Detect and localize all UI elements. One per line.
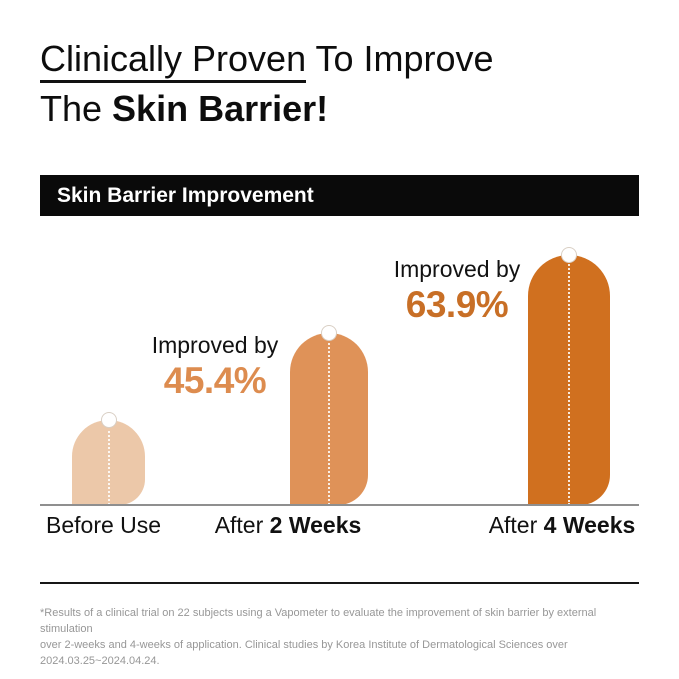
bar-after-4-weeks bbox=[528, 247, 610, 505]
bar-before-use bbox=[72, 412, 145, 505]
bar-center-dotted-line bbox=[107, 426, 110, 505]
footnote-line-2: over 2-weeks and 4-weeks of application.… bbox=[40, 639, 568, 667]
section-banner: Skin Barrier Improvement bbox=[40, 175, 639, 216]
annotation-after-4-weeks: Improved by 63.9% bbox=[390, 256, 524, 325]
footnote: *Results of a clinical trial on 22 subje… bbox=[40, 605, 640, 669]
annotation-label: Improved by bbox=[151, 332, 279, 358]
x-label-text: After bbox=[488, 512, 544, 538]
x-label-after-2-weeks: After 2 Weeks bbox=[188, 512, 388, 539]
banner-label: Skin Barrier Improvement bbox=[57, 184, 314, 207]
bar-after-2-weeks bbox=[290, 325, 368, 505]
annotation-value: 63.9% bbox=[405, 284, 509, 325]
bar-center-dotted-line bbox=[568, 261, 570, 505]
x-label-text-bold: 2 Weeks bbox=[269, 512, 362, 538]
annotation-value: 45.4% bbox=[163, 360, 267, 401]
title-line2-regular: The bbox=[40, 88, 113, 129]
bar-center-dotted-line bbox=[328, 339, 330, 505]
title-line2-bold: Skin Barrier! bbox=[112, 88, 329, 129]
page-title: Clinically Proven To Improve The Skin Ba… bbox=[40, 34, 494, 134]
title-line-1: Clinically Proven To Improve bbox=[40, 34, 494, 84]
footnote-line-1: *Results of a clinical trial on 22 subje… bbox=[40, 607, 597, 635]
title-underlined-text: Clinically Proven bbox=[40, 38, 307, 83]
title-line-2: The Skin Barrier! bbox=[40, 84, 494, 134]
bar-top-marker-icon bbox=[321, 325, 337, 341]
bar-top-marker-icon bbox=[100, 412, 117, 428]
x-axis-line bbox=[40, 504, 639, 506]
annotation-label: Improved by bbox=[393, 256, 521, 282]
x-label-text: After bbox=[214, 512, 270, 538]
annotation-after-2-weeks: Improved by 45.4% bbox=[148, 332, 282, 401]
x-label-text: Before Use bbox=[46, 512, 162, 538]
footer-divider bbox=[40, 582, 639, 584]
x-label-after-4-weeks: After 4 Weeks bbox=[462, 512, 662, 539]
x-label-text-bold: 4 Weeks bbox=[543, 512, 636, 538]
bar-top-marker-icon bbox=[561, 247, 577, 263]
x-label-before-use: Before Use bbox=[46, 512, 161, 539]
title-rest-text: To Improve bbox=[306, 38, 494, 79]
